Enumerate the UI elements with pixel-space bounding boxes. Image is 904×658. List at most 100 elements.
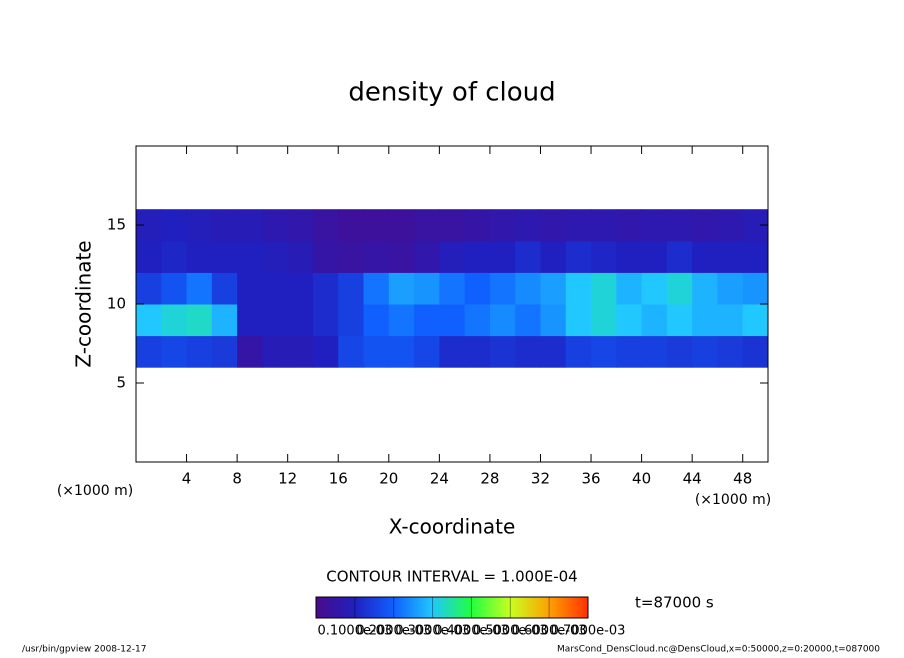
heat-cell [186,335,213,368]
time-label: t=87000 s [635,594,714,612]
heat-cell [388,272,415,305]
heat-cell [515,209,541,242]
footer-right: MarsCond_DensCloud.nc@DensCloud,x=0:5000… [557,645,880,655]
heat-cell [136,240,162,273]
heat-cell [489,209,516,242]
heat-cell [237,335,263,368]
heat-cell [161,335,188,368]
heat-cell [489,272,516,305]
heat-cell [262,209,289,242]
heat-cell [363,335,390,368]
heat-cell [287,240,314,273]
heat-cell [338,272,365,305]
heat-cell [464,304,491,337]
heat-cell [565,209,592,242]
colorbar-tick-label: 0.3000e-03 [395,624,470,639]
chart-title: density of cloud [348,78,555,108]
heat-cell [464,272,491,305]
heat-cell [262,304,289,337]
heat-cell [717,335,744,368]
heat-cell [641,240,668,273]
heat-cell [312,304,339,337]
heat-cell [414,209,440,242]
heat-cell [641,272,668,305]
heat-cell [262,240,289,273]
heat-cell [287,209,314,242]
heat-cell [742,304,769,337]
heat-cell [414,304,440,337]
heat-cell [211,240,238,273]
heat-cell [692,304,718,337]
heat-cell [211,272,238,305]
x-axis-label: X-coordinate [389,515,516,539]
heat-cell [186,304,213,337]
x-unit: (×1000 m) [695,492,771,508]
heat-cell [237,304,263,337]
heat-cell [186,209,213,242]
heat-cell [641,335,668,368]
heat-cell [211,335,238,368]
colorbar [315,596,589,619]
heat-cell [692,335,718,368]
heat-cell [136,272,162,305]
heat-cell [717,209,744,242]
heat-cell [666,272,693,305]
heat-cell [540,209,567,242]
heat-cell [287,304,314,337]
heat-cell [439,272,466,305]
heat-cell [717,304,744,337]
heat-cell [616,209,643,242]
heat-cell [338,335,365,368]
heat-cell [136,304,162,337]
heat-cell [591,240,617,273]
heat-cell [363,304,390,337]
heat-cell [338,209,365,242]
heat-cell [312,272,339,305]
x-tick-label: 32 [531,470,550,488]
heat-cell [717,272,744,305]
x-tick-label: 20 [379,470,398,488]
heat-cell [616,304,643,337]
heat-cell [388,304,415,337]
heat-cell [565,240,592,273]
heat-cell [388,240,415,273]
heat-cell [515,335,541,368]
heat-cell [742,240,769,273]
heat-cell [616,240,643,273]
heat-cell [742,335,769,368]
heat-cell [489,240,516,273]
y-tick-label: 15 [107,216,126,234]
heat-cell [540,272,567,305]
colorbar-tick-label: 0.7000e-03 [551,624,626,639]
heat-cell [161,272,188,305]
heat-cell [237,240,263,273]
x-tick-label: 16 [329,470,348,488]
x-tick-label: 40 [632,470,651,488]
x-tick-label: 4 [182,470,192,488]
heat-cell [237,272,263,305]
y-tick-label: 10 [107,295,126,313]
contour-note: CONTOUR INTERVAL = 1.000E-04 [326,568,577,586]
heat-cell [363,272,390,305]
heat-cell [388,209,415,242]
heat-cell [666,304,693,337]
heat-cell [591,335,617,368]
heat-cell [312,335,339,368]
heat-cell [515,272,541,305]
colorbar-tick-label: 0.4000e-03 [434,624,509,639]
colorbar-tick-label: 0.2000e-03 [356,624,431,639]
heat-cell [186,272,213,305]
heat-cell [338,240,365,273]
heat-cell [312,240,339,273]
heat-cell [287,272,314,305]
heat-cell [312,209,339,242]
heat-cell [565,304,592,337]
heat-cell [237,209,263,242]
y-axis-label: Z-coordinate [72,240,96,367]
heat-cell [186,240,213,273]
colorbar-tick-label: 0.1000e-03 [317,624,392,639]
heat-cell [262,335,289,368]
heat-cell [666,209,693,242]
heat-cell [464,209,491,242]
heat-cell [641,209,668,242]
